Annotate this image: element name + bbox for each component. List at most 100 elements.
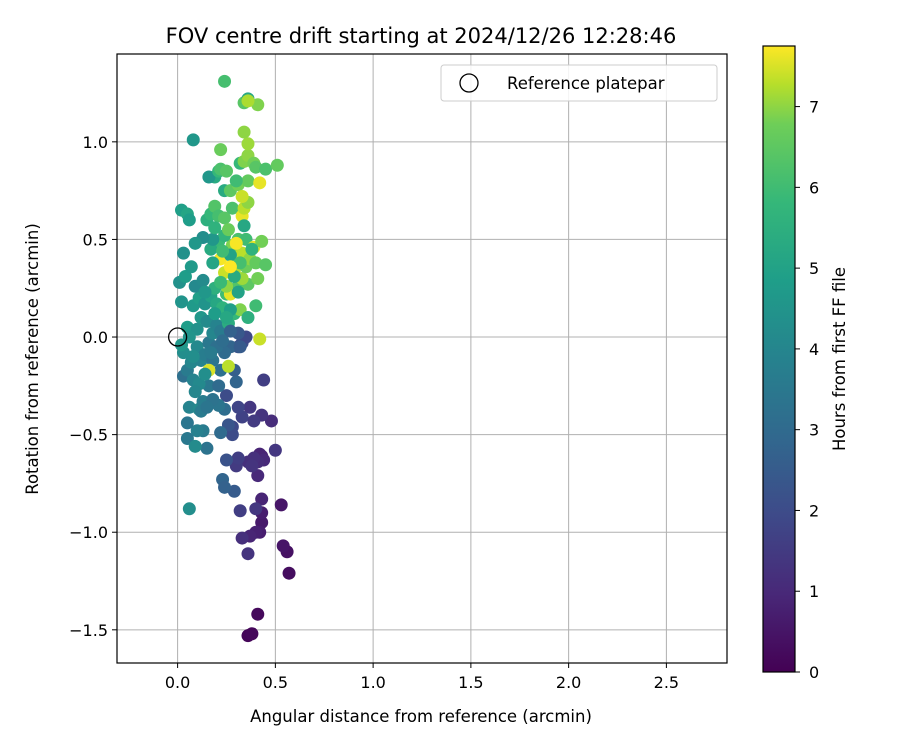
data-point (233, 504, 247, 518)
data-point (188, 236, 202, 250)
x-tick-label: 2.0 (556, 673, 581, 692)
data-point (182, 400, 196, 414)
data-point (200, 441, 214, 455)
colorbar-bar (762, 45, 796, 673)
data-point (182, 502, 196, 516)
data-point (204, 242, 218, 256)
data-point (208, 221, 222, 235)
data-point (176, 246, 190, 260)
chart-title: FOV centre drift starting at 2024/12/26 … (166, 24, 677, 48)
x-axis-label: Angular distance from reference (arcmin) (250, 707, 592, 726)
data-point (237, 219, 251, 233)
colorbar-tick-label: 2 (809, 501, 819, 520)
data-point (184, 260, 198, 274)
data-point (219, 311, 233, 325)
data-point (274, 498, 288, 512)
data-points (173, 74, 296, 643)
data-point (216, 244, 230, 258)
data-point (233, 256, 247, 270)
data-point (208, 199, 222, 213)
data-point (268, 443, 282, 457)
data-point (249, 299, 263, 313)
data-point (245, 627, 259, 641)
data-point (259, 258, 273, 272)
data-point (178, 270, 192, 284)
data-point (270, 158, 284, 172)
data-point (276, 539, 290, 553)
reference-platepar-marker (167, 327, 188, 347)
data-point (188, 385, 202, 399)
data-point (214, 426, 228, 440)
data-point (235, 189, 249, 203)
data-point (180, 416, 194, 430)
y-tick-label: 0.0 (83, 328, 108, 347)
y-tick-label: −1.0 (69, 523, 108, 542)
data-point (214, 275, 228, 289)
data-point (188, 439, 202, 453)
data-point (202, 170, 216, 184)
data-point (212, 379, 226, 393)
y-tick-label: −1.5 (69, 621, 108, 640)
data-point (251, 607, 265, 621)
data-point (204, 346, 218, 360)
data-point (243, 400, 257, 414)
data-point (219, 164, 233, 178)
data-point (190, 424, 204, 438)
colorbar: 0 1 2 3 4 5 6 7 Hours from first FF file (762, 45, 849, 682)
x-tick-label: 0.5 (263, 673, 288, 692)
colorbar-label: Hours from first FF file (830, 267, 849, 451)
data-point (241, 137, 255, 151)
data-point (219, 389, 233, 403)
legend-label: Reference platepar (507, 74, 665, 93)
data-point (223, 260, 237, 274)
data-point (223, 324, 237, 338)
data-point (225, 201, 239, 215)
data-point (214, 143, 228, 157)
x-tick-label: 2.5 (654, 673, 679, 692)
data-point (235, 410, 249, 424)
colorbar-tick-label: 6 (809, 178, 819, 197)
data-point (231, 285, 245, 299)
data-point (257, 373, 271, 387)
data-point (249, 160, 263, 174)
y-tick-label: 0.5 (83, 230, 108, 249)
data-point (249, 502, 263, 516)
colorbar-tick-label: 3 (809, 421, 819, 440)
x-tick-label: 1.5 (458, 673, 483, 692)
data-point (218, 74, 232, 88)
data-point (253, 332, 267, 346)
data-point (229, 174, 243, 188)
x-axis-ticks: 0.0 0.5 1.0 1.5 2.0 2.5 (165, 663, 679, 692)
colorbar-tick-label: 4 (809, 340, 819, 359)
data-point (255, 515, 269, 529)
data-point (235, 531, 249, 545)
x-tick-label: 1.0 (360, 673, 385, 692)
colorbar-tick-label: 1 (809, 582, 819, 601)
data-point (231, 451, 245, 465)
data-point (241, 94, 255, 108)
data-point (206, 232, 220, 246)
data-point (249, 256, 263, 270)
data-point (233, 340, 247, 354)
y-axis-label: Rotation from reference (arcmin) (23, 223, 42, 495)
data-point (229, 236, 243, 250)
data-point (229, 375, 243, 389)
data-point (251, 469, 265, 483)
data-point (225, 428, 239, 442)
data-point (221, 223, 235, 237)
plot-frame (116, 53, 728, 664)
data-point (227, 270, 241, 284)
colorbar-tick-label: 7 (809, 98, 819, 117)
data-point (245, 459, 259, 473)
x-tick-label: 0.0 (165, 673, 190, 692)
data-point (251, 98, 265, 112)
data-point (186, 133, 200, 147)
data-point (218, 480, 232, 494)
data-point (200, 400, 214, 414)
data-point (182, 213, 196, 227)
data-point (245, 242, 259, 256)
data-point (227, 484, 241, 498)
data-point (196, 273, 210, 287)
data-point (264, 414, 278, 428)
